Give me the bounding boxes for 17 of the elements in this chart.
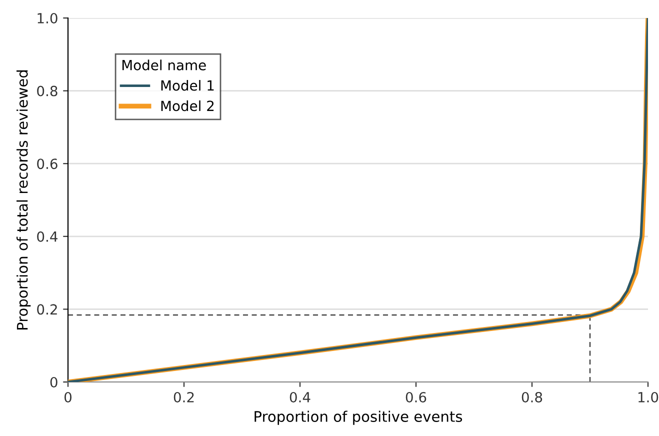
x-tick-label: 0 (64, 392, 72, 402)
x-tick-label: 1.0 (638, 392, 658, 402)
x-axis-title: Proportion of positive events (254, 410, 462, 425)
x-tick-label: 0.2 (174, 392, 194, 402)
y-tick-label: 0.4 (37, 231, 58, 242)
x-tick-label: 0.8 (522, 392, 542, 402)
y-tick-label: 0.6 (37, 158, 58, 170)
y-axis-title: Proportion of total records reviewed (16, 70, 31, 330)
legend-label: Model 2 (161, 100, 214, 112)
legend-title: Model name (122, 60, 206, 70)
x-tick-label: 0.6 (406, 392, 426, 402)
legend-label: Model 1 (161, 80, 214, 91)
y-tick-label: 1.0 (38, 12, 58, 24)
y-tick-label: 0.2 (37, 304, 57, 315)
y-tick-label: 0.8 (37, 86, 58, 96)
x-tick-label: 0.4 (290, 392, 310, 402)
y-tick-label: 0 (50, 376, 58, 388)
